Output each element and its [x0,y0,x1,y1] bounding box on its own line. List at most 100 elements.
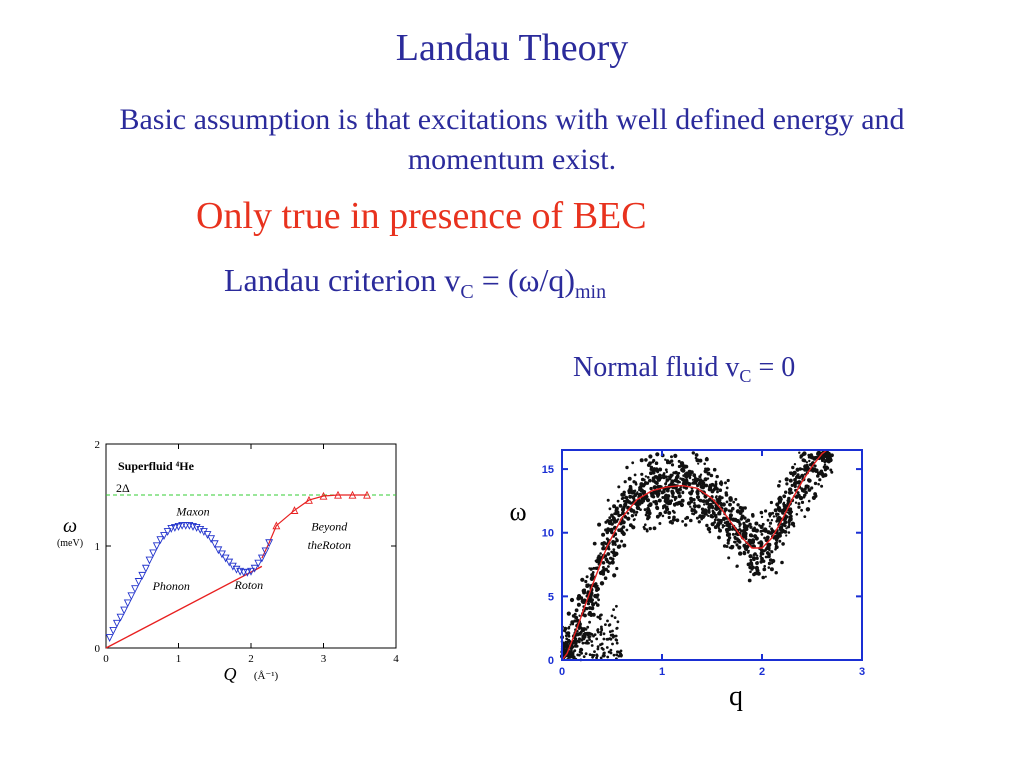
scatter-point [614,512,618,516]
scatter-point [754,565,759,571]
scatter-point [619,652,623,656]
scatter-point [814,468,819,472]
scatter-point [719,521,723,525]
scatter-point [781,542,785,546]
scatter-point [604,623,607,626]
scatter-point [714,507,717,510]
scatter-point [807,499,811,503]
scatter-point [612,653,616,657]
scatter-point [600,628,604,632]
scatter-point [715,508,718,512]
scatter-point [664,458,667,461]
scatter-point [588,606,592,610]
scatter-point [600,646,604,650]
scatter-point [763,536,766,540]
scatter-point [762,567,767,572]
scatter-point [748,533,753,538]
scatter-point [690,507,693,510]
scatter-point [614,634,618,638]
data-point-down-triangle [123,599,132,608]
scatter-point [601,546,605,551]
x-axis-unit: (Å⁻¹) [254,670,279,682]
scatter-point [683,465,687,469]
scatter-point [596,647,600,651]
scatter-point [564,640,568,644]
scatter-point [607,565,610,568]
scatter-point [783,520,788,525]
scatter-point [693,480,696,484]
scatter-point [589,632,592,635]
scatter-point [685,478,688,481]
scatter-point [634,513,638,517]
scatter-point [662,504,666,509]
scatter-point [586,583,590,587]
scatter-point [591,602,596,607]
scatter-point [565,637,569,641]
scatter-point [708,483,713,488]
data-point-down-triangle [163,528,172,536]
scatter-point [608,507,612,511]
scatter-point [639,482,644,487]
scatter-point [615,627,619,630]
scatter-point [635,510,639,514]
scatter-point [710,495,714,498]
scatter-point [673,453,678,458]
scatter-point [651,470,656,475]
scatter-point [590,575,595,580]
scatter-point [669,519,673,523]
scatter-point [596,628,600,631]
scatter-point [677,459,681,463]
scatter-point [715,495,718,498]
scatter-point [817,482,820,486]
scatter-point [624,495,629,500]
scatter-point [685,515,690,520]
scatter-point [617,544,622,548]
scatter-point [742,551,747,556]
scatter-point [692,512,696,516]
scatter-point [648,526,652,531]
scatter-point [603,576,608,580]
scatter-point [576,602,581,607]
scatter-point [707,514,710,517]
scatter-point [566,632,570,636]
scatter-point [726,478,730,483]
scatter-point [574,616,578,620]
scatter-point [652,526,657,531]
scatter-point [713,513,718,518]
scatter-point [613,616,617,619]
scatter-point [764,575,767,578]
y-tick-label: 1 [95,541,101,553]
scatter-point [717,511,722,516]
scatter-point [791,522,794,526]
scatter-point [659,476,663,480]
scatter-point [748,522,752,526]
scatter-point [695,516,699,520]
scatter-point [738,551,743,556]
scatter-point [748,541,752,545]
y-tick-label: 10 [542,528,554,540]
data-point-up-triangle [348,490,357,499]
normal-fluid-chart: 0 1 2 3 0 5 10 15 ω q [509,449,865,712]
scatter-point [744,546,749,551]
scatter-point [701,499,706,503]
scatter-point [602,541,607,545]
scatter-point [596,603,600,607]
scatter-point [760,533,764,536]
scatter-point [580,638,584,642]
scatter-point [728,509,732,513]
scatter-point [794,501,798,504]
scatter-point [768,512,773,517]
scatter-point [800,500,805,504]
scatter-point [784,490,788,494]
data-point-up-triangle [363,490,371,499]
y-tick-label: 0 [548,655,554,667]
scatter-point [759,560,763,564]
scatter-point [597,554,601,558]
scatter-point [684,523,688,527]
scatter-point [676,491,680,495]
scatter-point [697,520,701,524]
scatter-point [810,468,816,473]
scatter-point [759,544,763,548]
scatter-point [631,461,635,465]
scatter-point [629,508,634,513]
